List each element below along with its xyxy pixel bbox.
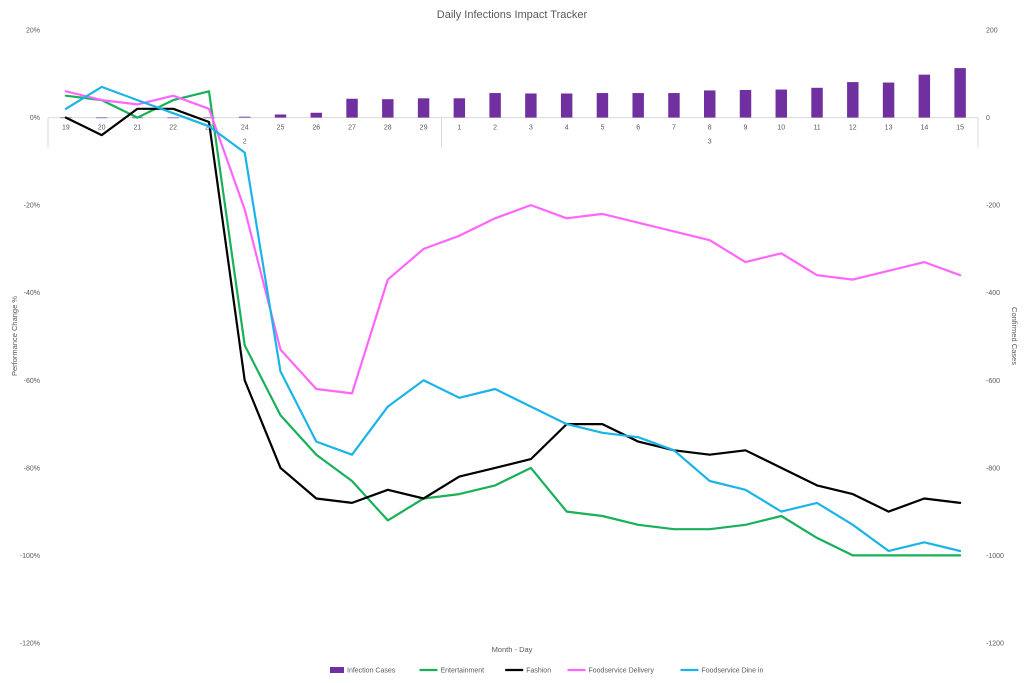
bar-infection-cases: [417, 98, 430, 118]
y2-tick-label: -200: [986, 203, 1000, 210]
legend: Infection Cases Entertainment Fashion Foods…: [330, 667, 763, 675]
x-tick-label: 27: [348, 125, 356, 132]
y2-tick-label: -1000: [986, 553, 1004, 560]
x-tick-label: 20: [98, 125, 106, 132]
bar-infection-cases: [847, 82, 859, 118]
x-tick-label: 15: [956, 125, 964, 132]
y2-tick-label: 200: [986, 28, 998, 35]
legend-label: Foodservice Dine in: [702, 668, 764, 675]
x-axis-label: Month - Day: [492, 645, 533, 654]
legend-swatch-bar: [330, 667, 344, 673]
bar-infection-cases: [310, 112, 322, 118]
right-axis: 200 0 -200 -400 -600 -800 -1000 -1200: [986, 28, 1004, 648]
x-tick-label: 13: [885, 125, 893, 132]
y2-tick-label: -1200: [986, 641, 1004, 648]
y2-tick-label: -600: [986, 378, 1000, 385]
x-tick-label: 28: [384, 125, 392, 132]
x-tick-label: 7: [672, 125, 676, 132]
y-tick-label: -20%: [24, 203, 40, 210]
y-tick-label: -80%: [24, 465, 40, 472]
bar-infection-cases: [632, 93, 644, 118]
x-tick-label: 6: [636, 125, 640, 132]
bar-infection-cases: [453, 98, 466, 118]
bar-infection-cases: [346, 98, 358, 118]
y-tick-label: -100%: [20, 553, 40, 560]
bar-infection-cases: [274, 114, 287, 118]
x-tick-label: 24: [241, 125, 249, 132]
bar-infection-cases: [882, 82, 895, 118]
left-axis: 20% 0% -20% -40% -60% -80% -100% -120%: [20, 28, 40, 648]
x-tick-label: 5: [600, 125, 604, 132]
bar-infection-cases: [95, 117, 108, 119]
bar-infection-cases: [203, 117, 215, 119]
line-foodservice-delivery: [64, 90, 962, 395]
bar-infection-cases: [489, 93, 501, 118]
bar-infection-cases: [239, 116, 251, 118]
y-tick-label: 0%: [30, 115, 40, 122]
bar-infection-cases: [560, 93, 573, 118]
x-tick-label: 19: [62, 125, 70, 132]
x-tick-label: 8: [708, 125, 712, 132]
bar-infection-cases: [918, 74, 931, 118]
x-tick-label: 25: [277, 125, 285, 132]
x-tick-label: 2: [493, 125, 497, 132]
line-entertainment: [64, 90, 962, 557]
bar-infection-cases: [811, 87, 823, 118]
infection-cases-bars: [60, 68, 966, 119]
y-tick-label: -40%: [24, 290, 40, 297]
bar-infection-cases: [739, 89, 752, 118]
y2-tick-label: 0: [986, 115, 990, 122]
x-tick-label: 14: [920, 125, 928, 132]
month-label: 2: [243, 139, 247, 146]
line-foodservice-dine-in: [64, 85, 962, 553]
y-axis-label: Performance Change %: [10, 296, 19, 376]
bar-infection-cases: [704, 90, 716, 118]
legend-label: Foodservice Delivery: [589, 668, 655, 675]
x-tick-label: 1: [457, 125, 461, 132]
legend-label: Fashion: [526, 668, 551, 675]
line-fashion: [64, 107, 962, 513]
y2-tick-label: -800: [986, 465, 1000, 472]
x-tick-label: 3: [529, 125, 533, 132]
x-tick-label: 12: [849, 125, 857, 132]
bar-infection-cases: [382, 99, 394, 118]
x-tick-label: 26: [312, 125, 320, 132]
x-tick-label: 21: [134, 125, 142, 132]
x-tick-label: 29: [420, 125, 428, 132]
y-tick-label: 20%: [26, 28, 40, 35]
y-tick-label: -120%: [20, 641, 40, 648]
x-tick-label: 4: [565, 125, 569, 132]
chart-title: Daily Infections Impact Tracker: [437, 9, 588, 21]
x-tick-label: 22: [169, 125, 177, 132]
bar-infection-cases: [954, 68, 966, 118]
y2-tick-label: -400: [986, 290, 1000, 297]
bar-infection-cases: [525, 93, 537, 118]
bar-infection-cases: [668, 93, 680, 118]
line-series: [64, 85, 962, 557]
y-tick-label: -60%: [24, 378, 40, 385]
x-tick-label: 10: [777, 125, 785, 132]
bar-infection-cases: [596, 93, 609, 118]
month-label: 3: [708, 139, 712, 146]
x-tick-label: 11: [813, 125, 820, 132]
legend-label: Infection Cases: [347, 668, 396, 675]
legend-label: Entertainment: [441, 668, 485, 675]
y2-axis-label: Confirmed Cases: [1010, 307, 1019, 365]
x-tick-label: 9: [744, 125, 748, 132]
bar-infection-cases: [167, 117, 179, 119]
bar-infection-cases: [775, 89, 787, 118]
